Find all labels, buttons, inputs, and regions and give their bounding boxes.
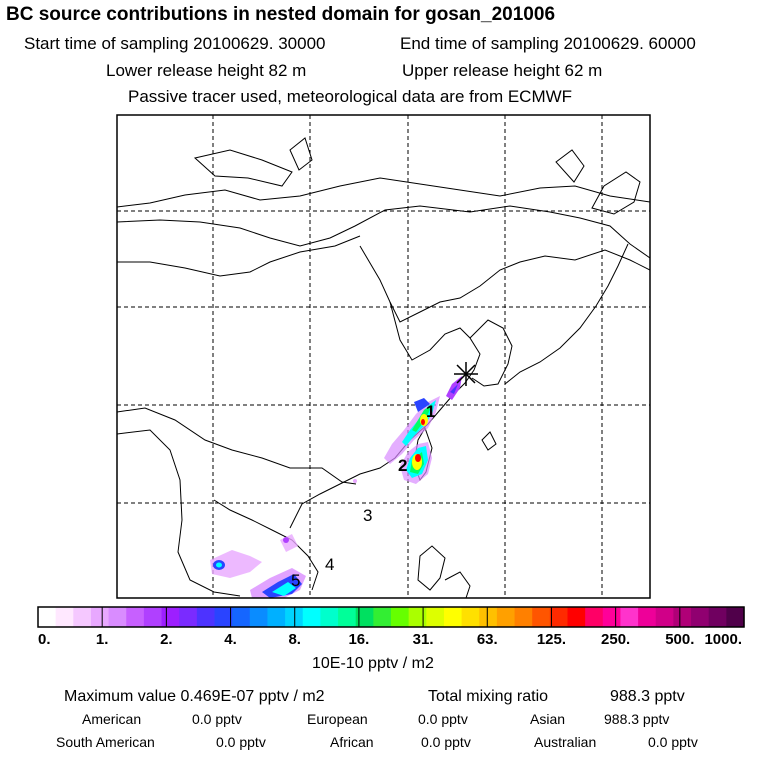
colorbar-swatch <box>249 607 269 627</box>
colorbar-tick-label: 2. <box>160 631 173 648</box>
colorbar-units-label: 10E-10 pptv / m2 <box>312 655 434 672</box>
region-label: 5 <box>291 571 300 590</box>
region-label: 2 <box>398 456 407 475</box>
colorbar-swatch <box>320 607 339 627</box>
colorbar-swatch <box>408 607 427 627</box>
colorbar-swatch <box>532 607 551 627</box>
plume-region-1 <box>384 396 440 464</box>
colorbar-swatch <box>585 607 604 627</box>
colorbar-swatch <box>691 607 710 627</box>
contribution-value: 0.0 pptv <box>421 734 471 750</box>
colorbar-swatch <box>55 607 74 627</box>
region-label: 3 <box>363 506 372 525</box>
colorbar-tick-label: 1000. <box>704 631 742 648</box>
colorbar-tick-label: 500. <box>665 631 694 648</box>
colorbar-swatch <box>479 607 498 627</box>
colorbar-swatch <box>126 607 145 627</box>
colorbar-swatch <box>655 607 674 627</box>
colorbar-swatch <box>338 607 357 627</box>
colorbar-tick-label: 4. <box>224 631 237 648</box>
plume-region-5 <box>250 568 306 598</box>
tracer-note-label: Passive tracer used, meteorological data… <box>128 87 573 106</box>
end-time-label: End time of sampling 20100629. 60000 <box>400 34 696 53</box>
contribution-value: 0.0 pptv <box>648 734 698 750</box>
colorbar-tick-labels: 0. 1. 2. 4. 8. 16. 31. 63. 125. 250. 500. 1000. <box>37 607 745 648</box>
colorbar-swatch <box>620 607 639 627</box>
colorbar-swatch <box>708 607 727 627</box>
colorbar-swatch <box>726 607 745 627</box>
colorbar-swatch <box>285 607 304 627</box>
colorbar-swatch <box>426 607 445 627</box>
region-label: 1 <box>426 402 435 421</box>
colorbar-swatch <box>232 607 251 627</box>
map-frame <box>116 114 651 599</box>
contribution-value: 0.0 pptv <box>216 734 266 750</box>
contribution-value: 0.0 pptv <box>418 711 468 727</box>
maximum-value-label: Maximum value 0.469E-07 pptv / m2 <box>64 688 325 705</box>
colorbar-swatch <box>373 607 392 627</box>
colorbar-swatch <box>496 607 516 627</box>
colorbar-swatch <box>90 607 110 627</box>
total-mixing-ratio-value: 988.3 pptv <box>610 688 685 705</box>
contribution-value: 988.3 pptv <box>604 711 670 727</box>
contribution-name: European <box>307 711 368 727</box>
colorbar-swatch <box>514 607 533 627</box>
region-label: 4 <box>325 555 334 574</box>
colorbar-swatch <box>196 607 216 627</box>
colorbar-tick-label: 16. <box>348 631 369 648</box>
lat-lon-grid <box>117 115 650 598</box>
colorbar-tick-label: 0. <box>38 631 51 648</box>
plume-region-2 <box>400 442 432 484</box>
colorbar-swatch <box>179 607 198 627</box>
colorbar-swatch <box>567 607 586 627</box>
star-receptor-icon <box>454 362 478 386</box>
colorbar <box>38 607 745 627</box>
map-background <box>117 115 650 598</box>
coastlines <box>117 137 650 598</box>
contribution-name: Asian <box>530 711 566 727</box>
colorbar-swatch <box>638 607 657 627</box>
colorbar-tick-label: 63. <box>477 631 498 648</box>
colorbar-swatch <box>443 607 463 627</box>
colorbar-swatch <box>161 607 180 627</box>
contribution-name: African <box>330 734 374 750</box>
colorbar-swatch <box>108 607 127 627</box>
colorbar-swatch <box>267 607 286 627</box>
colorbar-swatch <box>302 607 321 627</box>
colorbar-tick-label: 31. <box>413 631 434 648</box>
plume-region-4 <box>210 479 357 578</box>
colorbar-swatch <box>461 607 480 627</box>
colorbar-swatch <box>214 607 233 627</box>
colorbar-tick-label: 125. <box>537 631 566 648</box>
colorbar-swatch <box>73 607 92 627</box>
lower-release-height-label: Lower release height 82 m <box>106 61 307 80</box>
colorbar-tick-label: 250. <box>601 631 630 648</box>
colorbar-tick-label: 8. <box>288 631 301 648</box>
colorbar-swatch <box>355 607 374 627</box>
contribution-name: American <box>82 711 142 727</box>
start-time-label: Start time of sampling 20100629. 30000 <box>24 34 326 53</box>
colorbar-swatch <box>673 607 692 627</box>
colorbar-swatch <box>391 607 410 627</box>
colorbar-tick-label: 1. <box>96 631 109 648</box>
contribution-name: South American <box>56 734 155 750</box>
total-mixing-ratio-label: Total mixing ratio <box>428 688 549 705</box>
contribution-value: 0.0 pptv <box>192 711 242 727</box>
contribution-name: Australian <box>534 734 597 750</box>
colorbar-swatch <box>143 607 163 627</box>
upper-release-height-label: Upper release height 62 m <box>402 61 603 80</box>
colorbar-swatch <box>602 607 622 627</box>
map-title: BC source contributions in nested domain… <box>6 4 556 25</box>
colorbar-swatch <box>38 607 57 627</box>
colorbar-swatch <box>549 607 569 627</box>
